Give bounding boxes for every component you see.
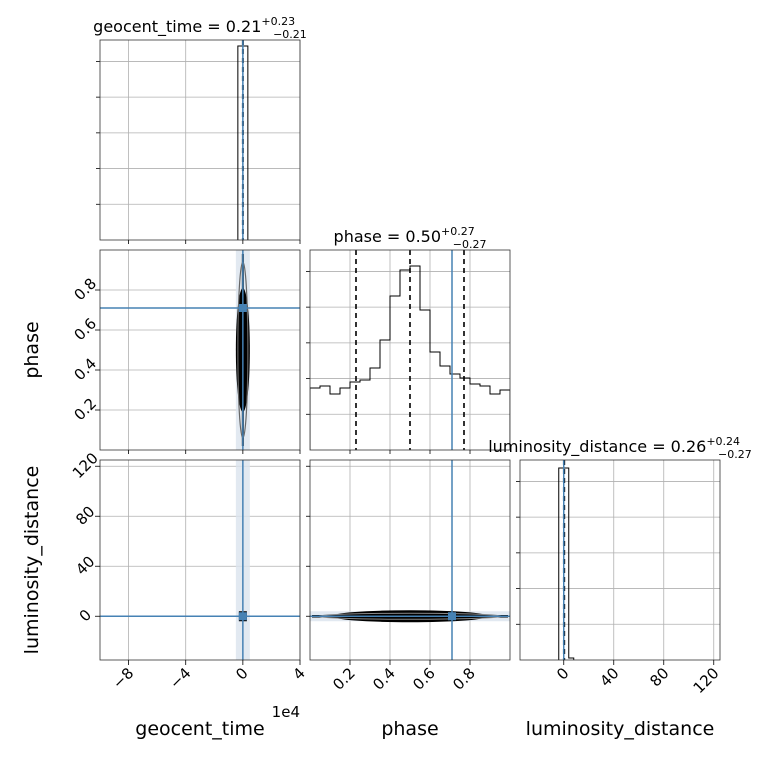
tick-label-y-phase-1: 0.4	[70, 354, 100, 384]
x-axis-label-phase: phase	[381, 718, 438, 740]
title-geocent_time-lower: −0.21	[273, 28, 307, 41]
tick-label-x-geocent_time-3: 4	[289, 664, 308, 683]
title-phase-text: phase = 0.50	[334, 227, 441, 246]
title-phase: phase = 0.50+0.27 −0.27	[334, 225, 487, 251]
panel-2-1-frame	[309, 459, 511, 661]
y-axis-label-phase: phase	[21, 321, 43, 378]
offset-label-geocent-time: 1e4	[272, 703, 300, 721]
tick-label-y-luminosity_distance-3: 120	[69, 449, 102, 482]
tick-label-y-phase-2: 0.6	[70, 314, 100, 344]
x-axis-label-geocent_time: geocent_time	[135, 718, 264, 740]
tick-label-x-phase-1: 0.4	[369, 664, 399, 694]
tick-label-y-phase-3: 0.8	[70, 274, 100, 304]
truth-point-geocent_time-vs-luminosity_distance	[238, 612, 247, 621]
title-luminosity_distance-lower: −0.27	[718, 448, 752, 461]
title-geocent_time: geocent_time = 0.21+0.23 −0.21	[93, 15, 307, 41]
title-luminosity_distance-upper: +0.24	[706, 435, 740, 448]
title-geocent_time-text: geocent_time = 0.21	[93, 17, 261, 37]
tick-label-y-luminosity_distance-2: 80	[72, 502, 98, 528]
tick-label-x-geocent_time-2: 0	[232, 664, 251, 683]
panel-2-1-grid	[310, 460, 510, 660]
tick-label-y-luminosity_distance-1: 40	[72, 552, 98, 578]
panel-1-1-frame	[309, 249, 511, 451]
tick-label-x-luminosity_distance-2: 80	[646, 664, 672, 690]
tick-label-y-luminosity_distance-0: 0	[76, 606, 95, 625]
histogram-luminosity_distance	[558, 467, 575, 660]
tick-label-x-phase-3: 0.8	[449, 664, 479, 694]
tick-label-x-phase-0: 0.2	[329, 664, 359, 694]
x-axis-label-luminosity_distance: luminosity_distance	[526, 718, 715, 740]
title-geocent_time-upper: +0.23	[261, 15, 295, 28]
panel-1-0-grid	[100, 250, 301, 450]
panel-2-0-frame	[99, 459, 301, 661]
panel-1-0-frame	[99, 249, 301, 451]
truth-point-phase-vs-luminosity_distance	[448, 612, 456, 621]
panel-0-0-grid	[100, 40, 301, 240]
panel-2-2-frame	[519, 459, 721, 661]
title-luminosity_distance-text: luminosity_distance = 0.26	[488, 437, 706, 457]
tick-label-x-luminosity_distance-0: 0	[553, 664, 572, 683]
title-phase-upper: +0.27	[441, 225, 475, 238]
tick-label-y-phase-0: 0.2	[70, 394, 100, 424]
y-axis-label-luminosity_distance: luminosity_distance	[21, 466, 43, 655]
panel-2-2-grid	[520, 460, 720, 660]
tick-label-x-geocent_time-1: −4	[166, 664, 194, 692]
tick-label-x-luminosity_distance-1: 40	[596, 664, 622, 690]
tick-label-x-geocent_time-0: −8	[109, 664, 137, 692]
panel-0-0-frame	[99, 39, 301, 241]
title-phase-lower: −0.27	[453, 238, 487, 251]
panel-2-0-grid	[100, 460, 301, 660]
tick-label-x-phase-2: 0.6	[409, 664, 439, 694]
tick-label-x-luminosity_distance-3: 120	[690, 664, 723, 697]
truth-point-geocent_time-vs-phase	[238, 304, 247, 312]
title-luminosity_distance: luminosity_distance = 0.26+0.24 −0.27	[488, 435, 752, 461]
